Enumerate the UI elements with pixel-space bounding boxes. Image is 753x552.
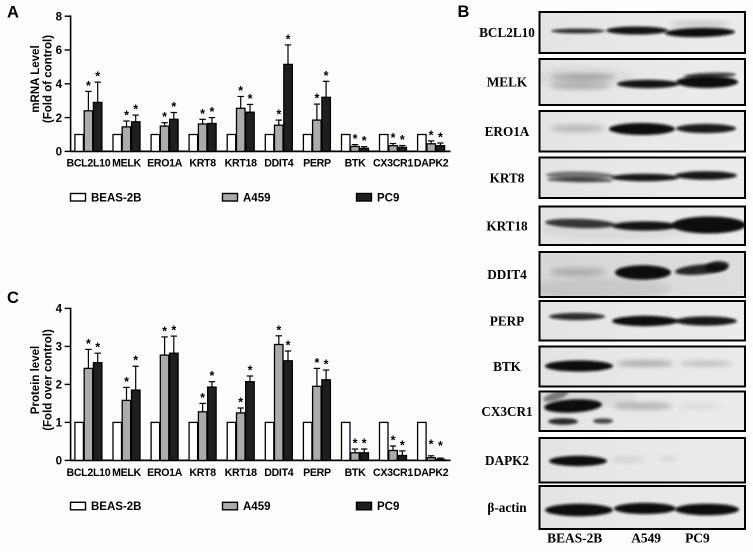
svg-text:*: * — [324, 69, 329, 83]
svg-text:*: * — [429, 438, 434, 452]
svg-text:2: 2 — [56, 380, 62, 392]
svg-text:DDIT4: DDIT4 — [264, 467, 294, 479]
svg-text:*: * — [86, 337, 91, 351]
svg-text:MELK: MELK — [112, 467, 141, 479]
svg-text:ERO1A: ERO1A — [485, 124, 530, 139]
svg-text:*: * — [209, 105, 214, 119]
svg-text:*: * — [353, 437, 358, 451]
svg-text:*: * — [171, 100, 176, 114]
svg-text:DAPK2: DAPK2 — [414, 467, 449, 479]
svg-text:*: * — [95, 341, 100, 355]
svg-text:PERP: PERP — [303, 158, 331, 170]
svg-text:*: * — [438, 131, 443, 145]
svg-text:3: 3 — [56, 342, 62, 354]
svg-text:DAPK2: DAPK2 — [485, 453, 529, 468]
svg-text:A: A — [7, 4, 19, 22]
svg-text:BEAS-2B: BEAS-2B — [91, 192, 141, 204]
svg-text:A459: A459 — [243, 192, 271, 204]
svg-text:B: B — [458, 3, 470, 21]
svg-text:*: * — [86, 79, 91, 93]
svg-text:DDIT4: DDIT4 — [264, 158, 294, 170]
svg-text:*: * — [248, 364, 253, 378]
svg-text:*: * — [391, 434, 396, 448]
svg-text:DDIT4: DDIT4 — [487, 267, 527, 282]
svg-text:*: * — [162, 324, 167, 338]
svg-text:A549: A549 — [631, 531, 661, 546]
svg-text:*: * — [314, 356, 319, 370]
svg-text:MELK: MELK — [487, 75, 528, 90]
svg-text:MELK: MELK — [112, 158, 141, 170]
svg-text:*: * — [124, 375, 129, 389]
svg-text:*: * — [95, 70, 100, 84]
svg-text:*: * — [362, 134, 367, 148]
svg-text:PC9: PC9 — [685, 531, 710, 546]
svg-text:PERP: PERP — [490, 313, 524, 328]
svg-text:β-actin: β-actin — [487, 500, 527, 515]
svg-text:6: 6 — [56, 45, 62, 57]
svg-text:*: * — [171, 324, 176, 338]
svg-text:*: * — [276, 323, 281, 337]
svg-text:C: C — [7, 289, 19, 307]
svg-text:KRT18: KRT18 — [225, 467, 257, 479]
svg-text:*: * — [314, 92, 319, 106]
svg-text:(Fold of control): (Fold of control) — [43, 35, 55, 123]
svg-text:ERO1A: ERO1A — [147, 158, 183, 170]
svg-text:*: * — [238, 84, 243, 98]
svg-text:2: 2 — [56, 113, 62, 125]
svg-text:*: * — [391, 131, 396, 145]
svg-text:KRT8: KRT8 — [189, 158, 216, 170]
svg-text:*: * — [276, 108, 281, 122]
svg-text:BCL2L10: BCL2L10 — [66, 467, 110, 479]
svg-text:*: * — [209, 369, 214, 383]
svg-text:0: 0 — [56, 147, 62, 159]
svg-text:BTK: BTK — [493, 359, 522, 374]
svg-text:4: 4 — [56, 79, 63, 91]
svg-text:PC9: PC9 — [377, 501, 399, 513]
svg-text:*: * — [286, 339, 291, 353]
svg-text:KRT18: KRT18 — [486, 218, 528, 233]
svg-text:BEAS-2B: BEAS-2B — [547, 531, 602, 546]
svg-text:A459: A459 — [243, 501, 271, 513]
svg-text:BCL2L10: BCL2L10 — [66, 158, 110, 170]
svg-text:*: * — [200, 391, 205, 405]
svg-text:*: * — [438, 439, 443, 453]
svg-text:*: * — [124, 109, 129, 123]
svg-text:BEAS-2B: BEAS-2B — [91, 501, 141, 513]
svg-text:*: * — [200, 107, 205, 121]
svg-text:*: * — [324, 358, 329, 372]
svg-text:mRNA Level: mRNA Level — [30, 45, 42, 112]
svg-text:KRT8: KRT8 — [490, 170, 525, 185]
svg-text:0: 0 — [56, 456, 62, 468]
svg-text:PC9: PC9 — [377, 192, 399, 204]
svg-text:*: * — [238, 396, 243, 410]
svg-text:(Fold over control): (Fold over control) — [43, 329, 55, 431]
svg-text:*: * — [133, 103, 138, 117]
svg-text:KRT8: KRT8 — [189, 467, 216, 479]
svg-text:CX3CR1: CX3CR1 — [373, 467, 413, 479]
svg-text:PERP: PERP — [303, 467, 331, 479]
svg-text:*: * — [353, 132, 358, 146]
svg-text:DAPK2: DAPK2 — [414, 158, 449, 170]
svg-text:1: 1 — [56, 418, 63, 430]
svg-text:*: * — [162, 110, 167, 124]
svg-text:*: * — [133, 354, 138, 368]
svg-text:*: * — [400, 438, 405, 452]
svg-text:BTK: BTK — [345, 158, 367, 170]
svg-text:*: * — [400, 133, 405, 147]
svg-text:4: 4 — [56, 304, 63, 316]
svg-text:*: * — [286, 32, 291, 46]
svg-text:*: * — [429, 128, 434, 142]
svg-text:BTK: BTK — [345, 467, 367, 479]
svg-text:KRT18: KRT18 — [225, 158, 257, 170]
svg-text:*: * — [362, 437, 367, 451]
svg-text:*: * — [248, 92, 253, 106]
svg-text:CX3CR1: CX3CR1 — [481, 404, 532, 419]
svg-text:CX3CR1: CX3CR1 — [373, 158, 413, 170]
svg-text:ERO1A: ERO1A — [147, 467, 183, 479]
svg-text:Protein level: Protein level — [30, 346, 42, 414]
svg-text:BCL2L10: BCL2L10 — [479, 25, 535, 40]
svg-text:8: 8 — [56, 11, 63, 23]
